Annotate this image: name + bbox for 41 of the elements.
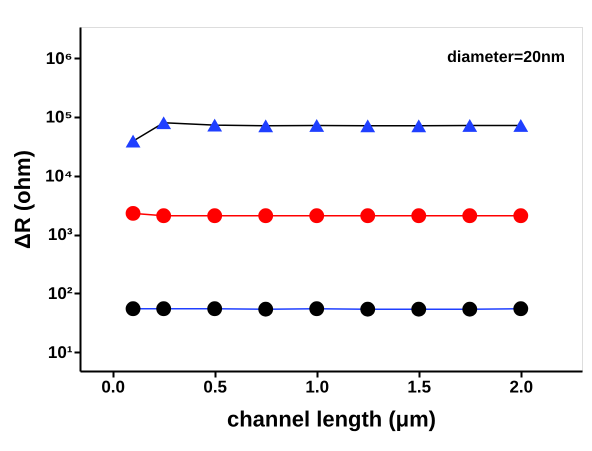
point [207,118,222,132]
point [411,302,426,317]
point [411,208,426,224]
y-tick-label: 10¹ [48,342,73,362]
annotation: diameter=20nm [447,49,565,66]
x-tick-label: 1.0 [305,378,330,396]
point [156,301,172,316]
point [126,206,140,221]
point [258,208,274,224]
y-tick-label: 10⁶ [46,48,72,68]
x-tick-label: 2.0 [509,378,534,396]
x-tick-label: 1.5 [407,378,432,396]
y-tick-label: 10³ [48,225,73,244]
y-tick-label: 10⁵ [46,108,72,127]
point [411,119,426,132]
point [462,302,478,317]
point [258,302,274,317]
x-tick-label: 0.0 [101,378,125,396]
point [462,208,478,224]
y-axis-title: ΔR (ohm) [10,150,36,249]
point [126,134,140,148]
point [513,301,528,316]
point [360,302,376,317]
y-tick-label: 10⁴ [45,166,72,186]
x-tick-label: 0.5 [203,378,228,396]
point [513,119,528,132]
point [156,116,172,130]
point [207,301,222,316]
point [207,208,222,224]
point [258,119,274,132]
x-axis-title: channel length (μm) [226,406,436,432]
point [513,208,528,224]
point [309,208,324,224]
y-tick-label: 10² [48,284,73,303]
point [126,301,140,316]
point [360,119,376,132]
point [360,208,376,224]
point [462,119,478,132]
point [309,301,324,316]
point [156,208,172,224]
point [309,119,324,132]
